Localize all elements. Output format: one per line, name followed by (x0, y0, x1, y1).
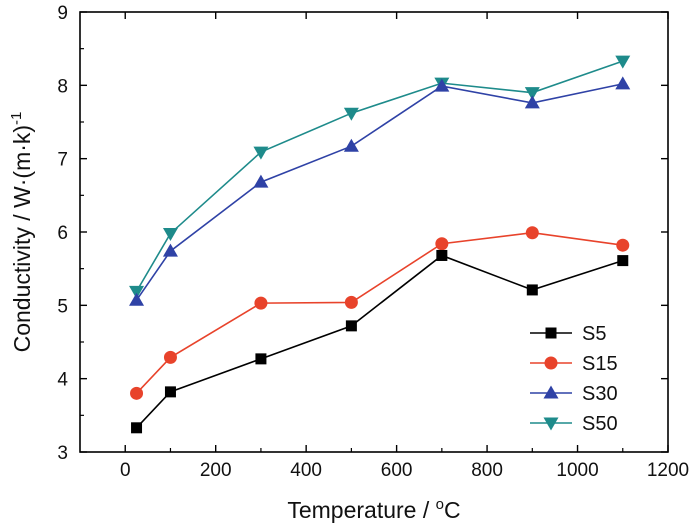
y-tick-label: 3 (57, 443, 68, 464)
series-s30 (129, 76, 631, 306)
x-tick-label: 0 (120, 460, 131, 481)
x-axis-label: Temperature / oC (287, 496, 460, 523)
data-point-s15 (163, 350, 177, 364)
legend-marker-s50 (543, 417, 559, 431)
y-axis-ticks: 3 4 5 6 7 8 9 (57, 3, 668, 464)
data-point-s5 (345, 320, 357, 332)
data-point-s30 (615, 76, 631, 90)
x-axis-label-text: Temperature / (287, 497, 435, 523)
series-s15 (130, 226, 630, 400)
data-point-s50 (343, 107, 359, 121)
series-s50 (129, 55, 631, 299)
legend-item-s5: S5 (530, 323, 606, 345)
series-s5 (131, 249, 629, 434)
x-tick-label: 400 (290, 460, 322, 481)
data-point-s30 (343, 138, 359, 152)
y-tick-label: 5 (57, 296, 68, 317)
plot-area (79, 11, 669, 453)
data-point-s50 (253, 146, 269, 160)
data-point-s30 (434, 78, 450, 92)
legend-label-s30: S30 (582, 383, 618, 405)
legend-label-s5: S5 (582, 323, 606, 345)
y-tick-label: 6 (57, 223, 68, 244)
data-point-s30 (129, 292, 145, 306)
legend-label-s15: S15 (582, 353, 618, 375)
y-tick-label: 7 (57, 150, 68, 171)
data-point-s5 (526, 284, 538, 296)
x-tick-label: 600 (381, 460, 413, 481)
y-axis-label-sup: -1 (8, 112, 25, 125)
legend-item-s15: S15 (530, 353, 618, 375)
data-point-s5 (255, 353, 267, 365)
x-tick-label: 800 (471, 460, 503, 481)
data-point-s5 (131, 422, 143, 434)
data-point-s15 (525, 226, 539, 240)
y-tick-label: 9 (57, 3, 68, 24)
x-axis-ticks: 0 200 400 600 800 1000 1200 (120, 12, 689, 481)
x-tick-label: 1200 (647, 460, 689, 481)
data-point-s15 (616, 238, 630, 252)
series-layer (129, 55, 631, 434)
data-point-s15 (130, 386, 144, 400)
data-point-s5 (617, 255, 629, 267)
data-point-s30 (253, 174, 269, 188)
data-point-s30 (524, 95, 540, 109)
x-tick-label: 200 (200, 460, 232, 481)
legend-item-s30: S30 (530, 383, 618, 405)
data-point-s15 (344, 295, 358, 309)
x-axis-label-unit: C (444, 497, 461, 523)
y-axis-label-text: Conductivity / W·(m·k) (9, 125, 35, 352)
x-axis-label-unit-sup: o (436, 496, 444, 513)
y-tick-label: 4 (57, 370, 68, 391)
data-point-s30 (162, 243, 178, 257)
y-axis-label: Conductivity / W·(m·k)-1 (8, 112, 35, 353)
legend-label-s50: S50 (582, 413, 618, 435)
x-tick-label: 1000 (556, 460, 598, 481)
data-point-s50 (615, 55, 631, 69)
y-tick-label: 8 (57, 76, 68, 97)
legend-item-s50: S50 (530, 413, 618, 435)
legend-marker-s30 (543, 385, 559, 399)
data-point-s50 (162, 227, 178, 241)
data-point-s15 (435, 237, 449, 251)
data-point-s5 (164, 386, 176, 398)
legend: S5 S15 S30 S50 (530, 323, 618, 435)
data-point-s5 (436, 249, 448, 261)
data-point-s15 (254, 296, 268, 310)
legend-marker-s5 (545, 327, 557, 339)
data-point-s50 (129, 285, 145, 299)
legend-marker-s15 (544, 356, 558, 370)
data-point-s50 (524, 87, 540, 101)
